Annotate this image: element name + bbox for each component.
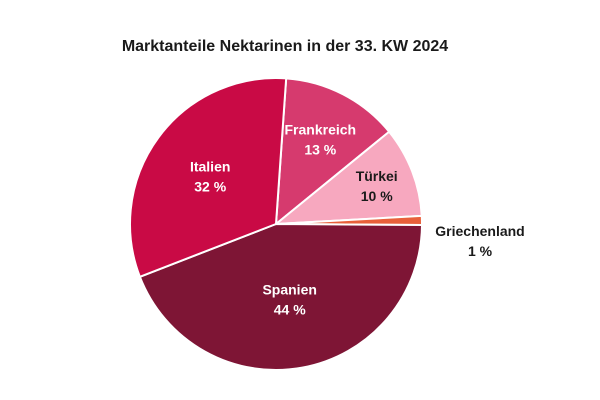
slice-label-italien: Italien (190, 159, 230, 175)
slice-value-italien: 32 % (194, 179, 226, 195)
pie-slice-frankreich (275, 77, 391, 225)
slice-label-frankreich: Frankreich (285, 122, 357, 138)
slice-label-griechenland: Griechenland (435, 223, 524, 239)
pie-slice-tuerkei (275, 130, 423, 225)
slice-value-frankreich: 13 % (304, 142, 336, 158)
pie-slice-italien (129, 77, 288, 278)
pie-slices (129, 77, 424, 372)
slice-value-griechenland: 1 % (468, 243, 493, 259)
pie-labels: Frankreich 13 % Türkei 10 % Griechenland 1 % S… (190, 122, 525, 318)
slice-label-spanien: Spanien (262, 282, 316, 298)
slice-value-spanien: 44 % (274, 302, 306, 318)
slice-value-tuerkei: 10 % (361, 188, 393, 204)
pie-slice-spanien (138, 223, 423, 372)
chart-title: Marktanteile Nektarinen in der 33. KW 20… (121, 38, 449, 55)
slice-label-tuerkei: Türkei (356, 168, 398, 184)
